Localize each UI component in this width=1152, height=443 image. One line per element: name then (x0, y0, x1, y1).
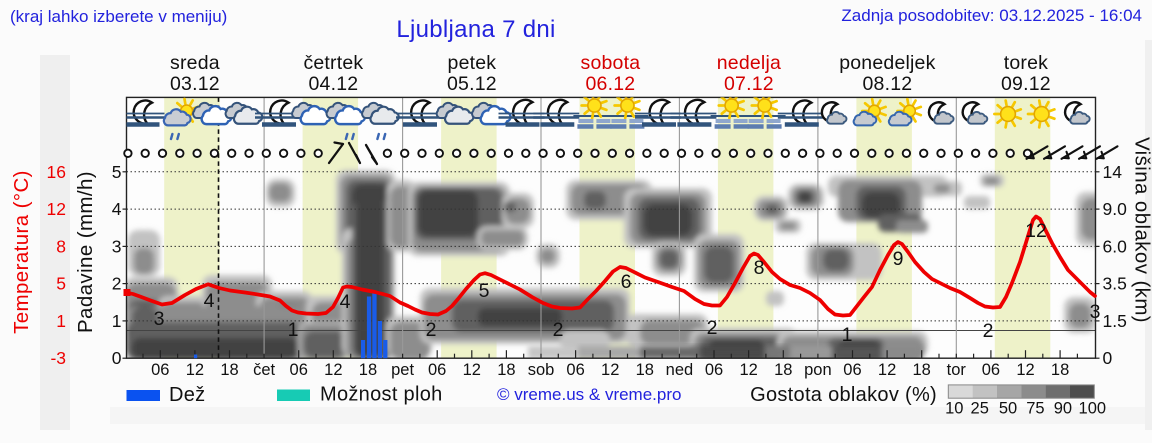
svg-text:12: 12 (1016, 361, 1034, 379)
svg-text:6: 6 (621, 271, 632, 293)
svg-text:12: 12 (739, 361, 757, 379)
svg-text:3: 3 (1090, 301, 1101, 323)
svg-text:4: 4 (340, 291, 351, 313)
svg-text:25: 25 (971, 400, 989, 418)
svg-text:2: 2 (426, 319, 437, 341)
svg-text:1: 1 (56, 311, 66, 331)
svg-text:2: 2 (553, 319, 564, 341)
svg-text:petek: petek (448, 52, 497, 74)
svg-text:18: 18 (497, 361, 515, 379)
svg-text:pon: pon (804, 361, 832, 379)
svg-text:06: 06 (428, 361, 446, 379)
svg-text:06: 06 (566, 361, 584, 379)
svg-text:2: 2 (112, 274, 122, 294)
svg-text:9: 9 (893, 248, 904, 270)
svg-text:07.12: 07.12 (724, 73, 774, 95)
svg-text:tor: tor (947, 361, 967, 379)
svg-text:© vreme.us & vreme.pro: © vreme.us & vreme.pro (497, 385, 681, 404)
svg-text:18: 18 (359, 361, 377, 379)
svg-text:3: 3 (112, 236, 122, 256)
svg-text:0: 0 (1103, 348, 1113, 368)
svg-text:sreda: sreda (170, 52, 220, 74)
svg-text:08.12: 08.12 (862, 73, 912, 95)
svg-text:sobota: sobota (581, 52, 641, 74)
svg-text:90: 90 (1054, 400, 1072, 418)
svg-text:12: 12 (601, 361, 619, 379)
svg-text:2: 2 (983, 320, 994, 342)
svg-text:(kraj lahko izberete v meniju): (kraj lahko izberete v meniju) (10, 7, 227, 26)
svg-text:6.0: 6.0 (1103, 236, 1128, 256)
svg-text:3.5: 3.5 (1103, 274, 1127, 294)
svg-text:8: 8 (56, 236, 66, 256)
svg-text:Višina oblakov (km): Višina oblakov (km) (1131, 137, 1152, 323)
svg-text:18: 18 (636, 361, 654, 379)
svg-text:12: 12 (324, 361, 342, 379)
svg-text:Gostota oblakov (%): Gostota oblakov (%) (750, 384, 937, 406)
svg-text:12: 12 (463, 361, 481, 379)
svg-text:Padavine (mm/h): Padavine (mm/h) (74, 171, 97, 333)
svg-text:18: 18 (774, 361, 792, 379)
svg-text:3: 3 (154, 308, 165, 330)
svg-text:1: 1 (112, 311, 122, 331)
svg-text:9.0: 9.0 (1103, 199, 1128, 219)
svg-text:12: 12 (878, 361, 896, 379)
svg-text:5: 5 (56, 274, 66, 294)
svg-text:14: 14 (1103, 162, 1123, 182)
svg-text:Temperatura (°C): Temperatura (°C) (10, 170, 33, 334)
svg-text:ponedeljek: ponedeljek (839, 52, 935, 74)
svg-text:Ljubljana 7 dni: Ljubljana 7 dni (396, 16, 555, 43)
svg-text:06: 06 (151, 361, 169, 379)
svg-text:18: 18 (1051, 361, 1069, 379)
svg-text:03.12: 03.12 (170, 73, 220, 95)
svg-text:Zadnja posodobitev: 03.12.2025: Zadnja posodobitev: 03.12.2025 - 16:04 (841, 6, 1142, 25)
svg-text:06: 06 (290, 361, 308, 379)
svg-text:ned: ned (666, 361, 694, 379)
svg-text:1: 1 (288, 319, 299, 341)
svg-text:05.12: 05.12 (447, 73, 497, 95)
svg-text:12: 12 (47, 199, 66, 219)
svg-text:nedelja: nedelja (717, 52, 781, 74)
svg-text:12: 12 (186, 361, 204, 379)
svg-text:10: 10 (945, 400, 963, 418)
svg-text:5: 5 (112, 162, 122, 182)
svg-text:50: 50 (999, 400, 1017, 418)
svg-text:Možnost ploh: Možnost ploh (320, 384, 443, 406)
svg-text:06: 06 (843, 361, 861, 379)
svg-text:18: 18 (220, 361, 238, 379)
svg-text:06.12: 06.12 (585, 73, 635, 95)
svg-text:1: 1 (842, 324, 853, 346)
svg-text:100: 100 (1079, 400, 1107, 418)
svg-text:-3: -3 (50, 348, 66, 368)
svg-text:četrtek: četrtek (303, 52, 363, 74)
svg-text:16: 16 (47, 162, 66, 182)
svg-text:2: 2 (707, 317, 718, 339)
svg-text:čet: čet (253, 361, 275, 379)
svg-text:4: 4 (112, 199, 122, 219)
svg-text:Dež: Dež (169, 384, 205, 406)
svg-text:75: 75 (1026, 400, 1044, 418)
svg-text:0: 0 (112, 348, 122, 368)
svg-text:5: 5 (479, 280, 490, 302)
svg-text:sob: sob (528, 361, 555, 379)
svg-text:06: 06 (982, 361, 1000, 379)
svg-text:pet: pet (391, 361, 414, 379)
svg-text:09.12: 09.12 (1001, 73, 1051, 95)
svg-text:torek: torek (1004, 52, 1048, 74)
svg-text:06: 06 (705, 361, 723, 379)
svg-text:1.5: 1.5 (1103, 311, 1127, 331)
svg-text:12: 12 (1025, 220, 1047, 242)
svg-text:4: 4 (204, 290, 215, 312)
svg-text:04.12: 04.12 (308, 73, 358, 95)
svg-text:8: 8 (754, 257, 765, 279)
svg-text:18: 18 (913, 361, 931, 379)
